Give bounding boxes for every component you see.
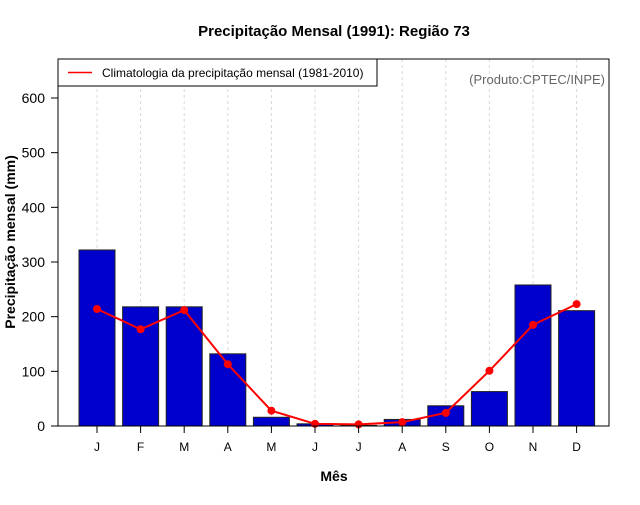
legend: Climatologia da precipitação mensal (198…: [57, 58, 378, 87]
x-tick-label: J: [312, 440, 318, 454]
y-axis: 0 100 200 300 400 500 600: [22, 90, 58, 434]
legend-box: [57, 58, 378, 87]
bar: [558, 310, 596, 427]
x-axis-label: Mês: [320, 468, 347, 484]
y-tick-label: 600: [22, 90, 46, 106]
climatology-point: [223, 360, 232, 369]
x-tick-label: M: [266, 440, 276, 454]
x-tick-label: N: [529, 440, 538, 454]
bar: [78, 249, 116, 427]
y-tick-label: 400: [22, 199, 46, 215]
x-tick-label: F: [137, 440, 144, 454]
chart-title: Precipitação Mensal (1991): Região 73: [198, 23, 470, 40]
bar: [470, 391, 508, 427]
x-tick-label: D: [572, 440, 581, 454]
bars: [78, 249, 596, 427]
x-tick-label: M: [179, 440, 189, 454]
y-tick-label: 500: [22, 145, 46, 161]
climatology-point: [529, 320, 537, 329]
climatology-point: [267, 406, 276, 415]
x-tick-label: O: [485, 440, 494, 454]
y-tick-label: 200: [22, 309, 46, 325]
climatology-point: [398, 418, 407, 427]
grid: [96, 59, 578, 426]
y-tick-label: 100: [22, 363, 46, 379]
y-axis-label: Precipitação mensal (mm): [2, 155, 18, 329]
x-tick-label: J: [94, 440, 100, 454]
climatology-point: [136, 325, 145, 334]
climatology-series: [93, 300, 581, 429]
source-annotation: (Produto:CPTEC/INPE): [469, 72, 605, 87]
climatology-point: [93, 305, 101, 314]
climatology-point: [485, 366, 494, 375]
x-tick-label: S: [442, 440, 450, 454]
climatology-point: [572, 300, 581, 309]
y-tick-label: 300: [22, 254, 46, 270]
legend-label: Climatologia da precipitação mensal (198…: [102, 66, 363, 80]
y-tick-label: 0: [37, 418, 45, 434]
bar: [252, 416, 290, 427]
bar: [514, 284, 552, 427]
x-tick-label: A: [224, 440, 232, 454]
climatology-point: [180, 306, 189, 315]
climatology-line: [96, 303, 578, 426]
climatology-point: [441, 408, 450, 417]
x-tick-label: A: [398, 440, 406, 454]
x-tick-label: J: [356, 440, 362, 454]
